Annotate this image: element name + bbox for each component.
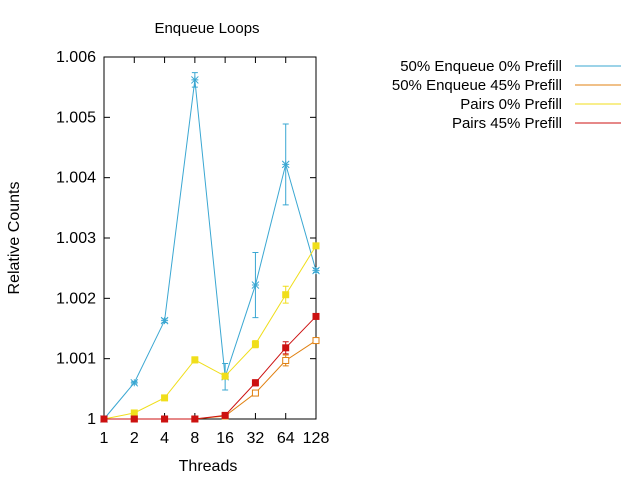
data-point — [312, 337, 320, 345]
chart-title: Enqueue Loops — [154, 20, 259, 37]
data-point — [312, 242, 320, 250]
data-point — [282, 291, 290, 299]
legend-item-pairs-0pct-prefill: Pairs 0% Prefill — [460, 96, 621, 113]
data-point — [251, 281, 260, 289]
series-line — [103, 245, 317, 420]
x-axis-label: Threads — [179, 458, 238, 475]
data-point — [221, 372, 229, 380]
y-tick-label: 1.004 — [56, 170, 96, 187]
data-point — [100, 415, 108, 423]
y-tick-label: 1 — [87, 411, 96, 428]
data-point — [161, 415, 169, 423]
data-point — [282, 344, 290, 352]
data-point — [281, 160, 290, 169]
legend: 50% Enqueue 0% Prefill 50% Enqueue 45% Pr… — [392, 58, 621, 132]
y-tick-label: 1.006 — [56, 49, 96, 66]
y-tick-label: 1.005 — [56, 109, 96, 126]
x-tick-label: 64 — [277, 430, 295, 447]
data-point — [282, 356, 290, 364]
x-tick-label: 1 — [100, 430, 109, 447]
data-point — [251, 379, 259, 387]
legend-item-50pct-enqueue-45pct-prefill: 50% Enqueue 45% Prefill — [392, 77, 621, 94]
series-pairs-45pct-prefill — [100, 312, 320, 423]
x-tick-label: 32 — [247, 430, 265, 447]
data-point — [191, 356, 199, 364]
x-tick-label: 8 — [190, 430, 199, 447]
legend-label: Pairs 0% Prefill — [460, 96, 562, 113]
data-point — [251, 340, 259, 348]
data-point — [191, 76, 199, 84]
data-point — [312, 312, 320, 320]
y-axis-label: Relative Counts — [6, 182, 23, 295]
x-tick-label: 2 — [130, 430, 139, 447]
data-point — [251, 389, 259, 397]
series-50pct-enqueue-0pct-prefill — [100, 72, 320, 423]
y-tick-label: 1.003 — [56, 230, 96, 247]
data-point — [160, 316, 169, 325]
data-point — [130, 415, 138, 423]
plot-frame — [103, 56, 317, 420]
x-tick-label: 4 — [160, 430, 169, 447]
legend-item-50pct-enqueue-0pct-prefill: 50% Enqueue 0% Prefill — [400, 58, 621, 75]
x-tick-label: 128 — [303, 430, 330, 447]
x-tick-label: 16 — [216, 430, 234, 447]
series-pairs-0pct-prefill — [100, 242, 320, 423]
series-line — [104, 316, 317, 420]
data-point — [161, 394, 169, 402]
data-point — [130, 409, 138, 417]
data-point — [221, 411, 229, 419]
y-tick-label: 1.001 — [56, 351, 96, 368]
y-tick-label: 1.002 — [56, 290, 96, 307]
axis-ticks: 1 1.001 1.002 1.003 1.004 1.005 1.006 1 2 4 8 16 32 6… — [56, 49, 329, 447]
data-point — [130, 378, 139, 387]
legend-label: 50% Enqueue 45% Prefill — [392, 77, 562, 94]
legend-label: 50% Enqueue 0% Prefill — [400, 58, 562, 75]
data-point — [312, 266, 320, 275]
legend-item-pairs-45pct-prefill: Pairs 45% Prefill — [452, 115, 621, 132]
series-layer — [100, 72, 320, 423]
legend-label: Pairs 45% Prefill — [452, 115, 562, 132]
data-point — [191, 415, 199, 423]
series-line — [103, 79, 317, 420]
